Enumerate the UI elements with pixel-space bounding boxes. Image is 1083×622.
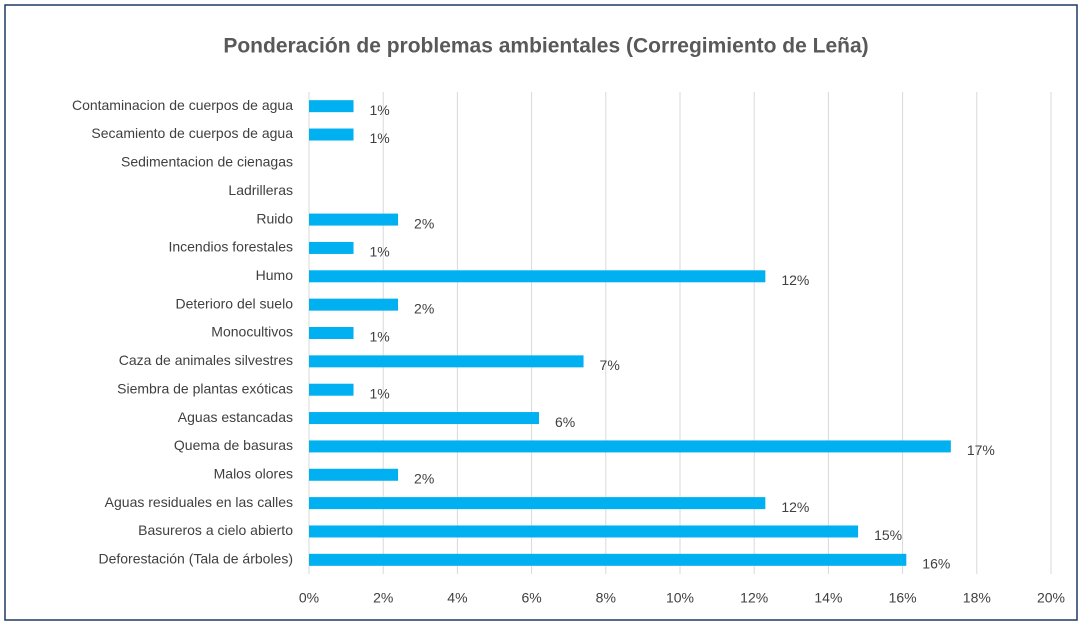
y-tick-label: Aguas estancadas [178, 409, 293, 425]
x-tick-label: 14% [814, 590, 842, 606]
bar [309, 468, 399, 481]
y-tick-label: Deforestación (Tala de árboles) [98, 551, 293, 567]
data-label: 1% [370, 130, 390, 146]
x-tick-label: 10% [666, 590, 694, 606]
bar [309, 270, 766, 283]
bar [309, 241, 354, 254]
y-tick-label: Siembra de plantas exóticas [117, 380, 293, 396]
y-tick-label: Deterioro del suelo [175, 295, 293, 311]
y-tick-label: Sedimentacion de cienagas [121, 154, 293, 170]
y-tick-label: Secamiento de cuerpos de agua [91, 125, 293, 141]
x-tick-label: 12% [740, 590, 768, 606]
y-tick-label: Monocultivos [211, 324, 293, 340]
data-label: 2% [414, 300, 434, 316]
bar [309, 128, 354, 141]
y-tick-label: Aguas residuales en las calles [105, 494, 293, 510]
data-label: 12% [781, 499, 809, 515]
y-tick-label: Contaminacion de cuerpos de agua [72, 97, 293, 113]
bar [309, 355, 584, 368]
data-label: 2% [414, 215, 434, 231]
bar [309, 440, 951, 453]
data-label: 2% [414, 470, 434, 486]
x-tick-label: 6% [521, 590, 541, 606]
data-label: 1% [370, 102, 390, 118]
y-tick-label: Ladrilleras [228, 182, 293, 198]
chart-title: Ponderación de problemas ambientales (Co… [223, 35, 868, 58]
data-label: 6% [555, 414, 575, 430]
bar [309, 327, 354, 339]
x-tick-label: 18% [963, 590, 991, 606]
data-label: 15% [874, 527, 902, 543]
x-tick-label: 16% [889, 590, 917, 606]
y-tick-label: Humo [256, 267, 294, 283]
data-label: 16% [922, 556, 950, 572]
bar [309, 298, 399, 311]
y-tick-label: Ruido [256, 210, 293, 226]
x-tick-label: 4% [447, 590, 467, 606]
data-label: 12% [781, 272, 809, 288]
y-tick-label: Malos olores [214, 465, 293, 481]
bar [309, 383, 354, 396]
y-tick-label: Incendios forestales [168, 239, 293, 255]
bar [309, 412, 540, 425]
x-tick-label: 0% [299, 590, 319, 606]
x-tick-label: 8% [596, 590, 616, 606]
x-tick-label: 2% [373, 590, 393, 606]
chart-border [4, 4, 1078, 621]
data-label: 1% [370, 385, 390, 401]
data-label: 1% [370, 329, 390, 345]
bar [309, 525, 859, 538]
bar [309, 213, 399, 226]
data-label: 7% [600, 357, 620, 373]
x-tick-label: 20% [1037, 590, 1065, 606]
bar [309, 553, 907, 566]
bar [309, 497, 766, 510]
y-tick-label: Basureros a cielo abierto [138, 522, 293, 538]
data-label: 17% [967, 442, 995, 458]
y-tick-label: Caza de animales silvestres [119, 352, 293, 368]
data-label: 1% [370, 244, 390, 260]
y-tick-label: Quema de basuras [174, 437, 293, 453]
bar [309, 100, 354, 113]
